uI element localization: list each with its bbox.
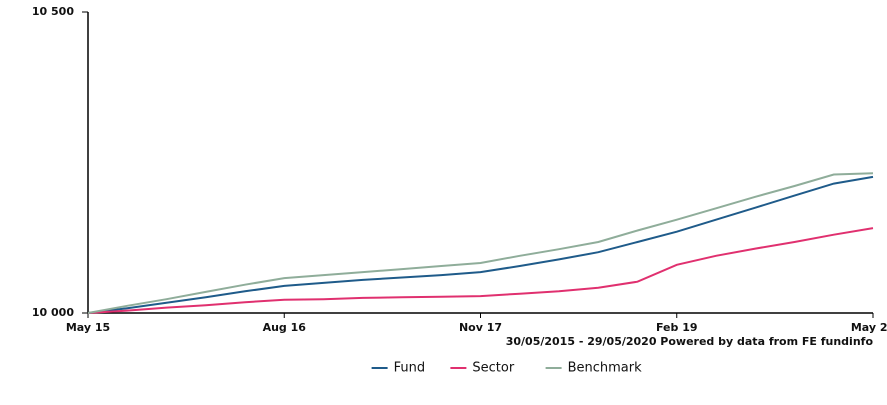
x-tick-label: May 20	[851, 321, 887, 334]
series-line	[87, 172, 874, 314]
y-tick-label: 10 000	[32, 306, 74, 319]
legend-label: Sector	[472, 361, 514, 376]
x-tick-label: Feb 19	[656, 321, 698, 334]
footnote: 30/05/2015 - 29/05/2020 Powered by data …	[506, 335, 874, 348]
x-tick-label: Aug 16	[263, 321, 307, 334]
x-tick-label: May 15	[66, 321, 110, 334]
series-line	[87, 227, 874, 314]
legend-label: Fund	[394, 361, 426, 376]
legend-label: Benchmark	[568, 361, 643, 376]
x-tick-label: Nov 17	[459, 321, 502, 334]
series-line	[87, 175, 874, 314]
y-tick-label: 10 500	[32, 5, 74, 18]
